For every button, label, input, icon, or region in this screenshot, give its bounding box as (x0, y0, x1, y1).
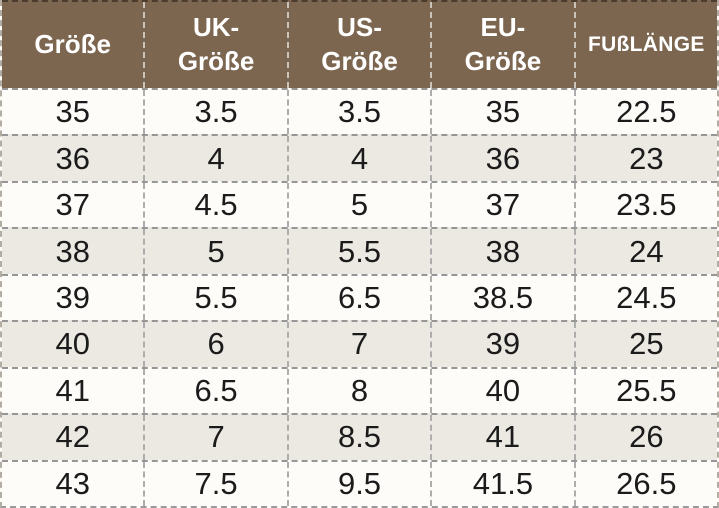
table-cell: 8.5 (286, 415, 430, 460)
header-groesse: Größe (34, 29, 111, 60)
table-cell: 37 (430, 182, 573, 228)
header-eu-groesse: EU- Größe (430, 2, 573, 88)
table-cell: 26.5 (573, 461, 717, 506)
table-cell: 41 (55, 372, 90, 408)
table-cell: 22.5 (573, 90, 717, 135)
table-cell: 38 (55, 233, 90, 269)
table-cell: 37 (55, 187, 90, 223)
table-cell: 4.5 (143, 182, 286, 228)
header-uk-groesse: UK- Größe (143, 2, 286, 88)
table-cell: 25 (573, 322, 717, 367)
table-cell: 4 (286, 136, 430, 181)
table-cell: 41.5 (430, 461, 573, 506)
table-cell: 36 (55, 140, 90, 176)
table-cell: 24 (573, 229, 717, 274)
table-cell: 6 (143, 322, 286, 367)
table-cell: 42 (55, 419, 90, 455)
table-cell: 8 (286, 368, 430, 414)
table-cell: 23 (573, 136, 717, 181)
table-cell: 25.5 (573, 368, 717, 414)
table-cell: 35 (55, 94, 90, 130)
table-row: 41 6.5 8 40 25.5 (2, 366, 717, 414)
table-cell: 26 (573, 415, 717, 460)
table-cell: 39 (430, 322, 573, 367)
table-body: 35 3.5 3.5 35 22.5 36 4 4 36 23 37 4.5 5… (2, 88, 717, 506)
table-cell: 40 (55, 326, 90, 362)
table-row: 43 7.5 9.5 41.5 26.5 (2, 459, 717, 506)
table-cell: 5 (286, 182, 430, 228)
table-cell: 38.5 (430, 275, 573, 321)
table-row: 38 5 5.5 38 24 (2, 227, 717, 274)
table-cell: 6.5 (143, 368, 286, 414)
table-row: 42 7 8.5 41 26 (2, 413, 717, 460)
table-cell: 38 (430, 229, 573, 274)
table-cell: 3.5 (286, 90, 430, 135)
table-row: 37 4.5 5 37 23.5 (2, 180, 717, 228)
table-cell: 5.5 (286, 229, 430, 274)
table-header-row: Größe UK- Größe US- Größe EU- Größe FUßL… (2, 0, 717, 88)
table-cell: 5.5 (143, 275, 286, 321)
header-us-groesse: US- Größe (286, 2, 430, 88)
table-cell: 24.5 (573, 275, 717, 321)
table-cell: 40 (430, 368, 573, 414)
table-row: 39 5.5 6.5 38.5 24.5 (2, 273, 717, 321)
table-cell: 5 (143, 229, 286, 274)
table-row: 40 6 7 39 25 (2, 320, 717, 367)
table-row: 36 4 4 36 23 (2, 134, 717, 181)
table-cell: 39 (55, 279, 90, 315)
table-cell: 6.5 (286, 275, 430, 321)
table-cell: 9.5 (286, 461, 430, 506)
table-cell: 3.5 (143, 90, 286, 135)
table-cell: 35 (430, 90, 573, 135)
table-cell: 4 (143, 136, 286, 181)
table-cell: 7.5 (143, 461, 286, 506)
table-cell: 7 (286, 322, 430, 367)
table-cell: 23.5 (573, 182, 717, 228)
table-cell: 41 (430, 415, 573, 460)
table-cell: 36 (430, 136, 573, 181)
table-row: 35 3.5 3.5 35 22.5 (2, 88, 717, 135)
table-cell: 7 (143, 415, 286, 460)
header-fusslaenge: FUßLÄNGE (573, 2, 717, 88)
table-cell: 43 (55, 465, 90, 501)
